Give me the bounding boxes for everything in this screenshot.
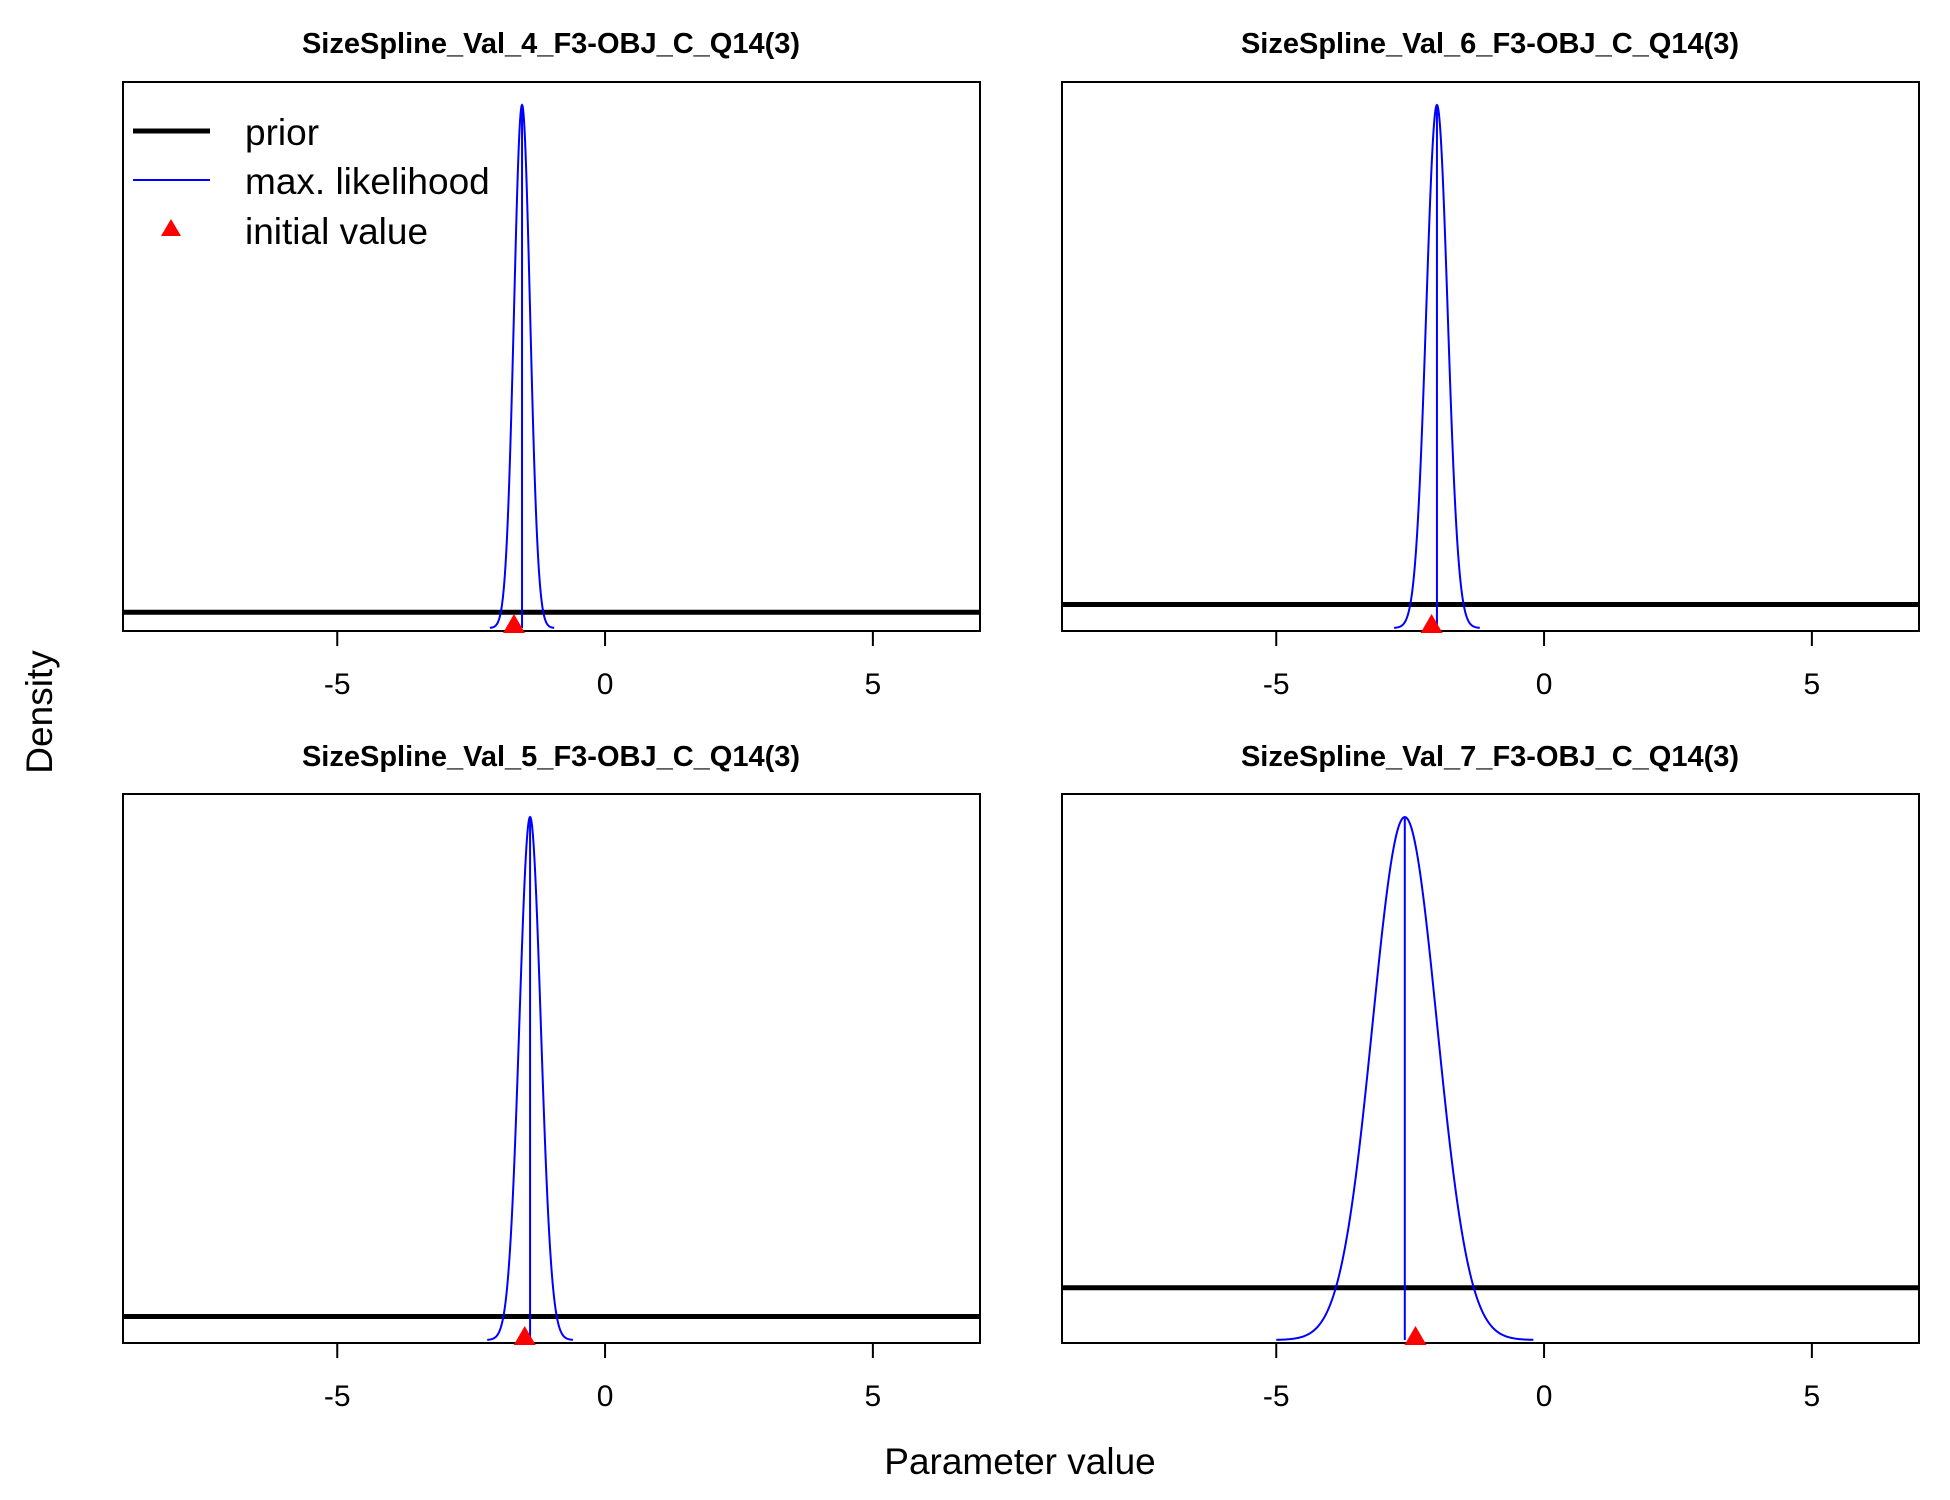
panel-title: SizeSpline_Val_5_F3-OBJ_C_Q14(3) (302, 741, 800, 773)
x-tick-label: 5 (1804, 668, 1821, 701)
plot-frame (1061, 793, 1920, 1344)
plot-frame (1061, 81, 1920, 632)
y-axis-label: Density (19, 650, 60, 774)
plot-frame (122, 793, 981, 1344)
panel-3: SizeSpline_Val_5_F3-OBJ_C_Q14(3) -5 0 5 (122, 741, 981, 1413)
legend: prior max. likelihood initial value (133, 112, 490, 252)
legend-mle-label: max. likelihood (245, 161, 490, 202)
panel-2: SizeSpline_Val_6_F3-OBJ_C_Q14(3) -5 0 5 (1061, 28, 1920, 701)
x-axis-label: Parameter value (884, 1441, 1155, 1482)
x-tick-label: 0 (597, 668, 614, 701)
panel-1: SizeSpline_Val_4_F3-OBJ_C_Q14(3) -5 0 5 (122, 28, 981, 701)
initial-value-marker (503, 614, 526, 633)
panel-4: SizeSpline_Val_7_F3-OBJ_C_Q14(3) -5 0 5 (1061, 741, 1920, 1413)
x-tick-label: 5 (1804, 1380, 1821, 1413)
initial-value-marker (513, 1326, 536, 1345)
legend-prior-label: prior (245, 112, 319, 153)
panel-title: SizeSpline_Val_6_F3-OBJ_C_Q14(3) (1241, 28, 1739, 60)
legend-initial-swatch (161, 219, 181, 236)
panel-title: SizeSpline_Val_7_F3-OBJ_C_Q14(3) (1241, 741, 1739, 773)
x-tick-label: -5 (324, 668, 351, 701)
x-tick-label: 0 (1536, 1380, 1553, 1413)
initial-value-marker (1420, 614, 1443, 633)
initial-value-marker (1404, 1326, 1427, 1345)
x-tick-label: 5 (865, 668, 882, 701)
x-tick-label: 0 (1536, 668, 1553, 701)
x-tick-label: -5 (324, 1380, 351, 1413)
legend-initial-label: initial value (245, 211, 428, 252)
plot-frame (122, 81, 981, 632)
x-tick-label: 5 (865, 1380, 882, 1413)
panel-title: SizeSpline_Val_4_F3-OBJ_C_Q14(3) (302, 28, 800, 60)
x-tick-label: -5 (1263, 1380, 1290, 1413)
x-tick-label: -5 (1263, 668, 1290, 701)
x-tick-label: 0 (597, 1380, 614, 1413)
